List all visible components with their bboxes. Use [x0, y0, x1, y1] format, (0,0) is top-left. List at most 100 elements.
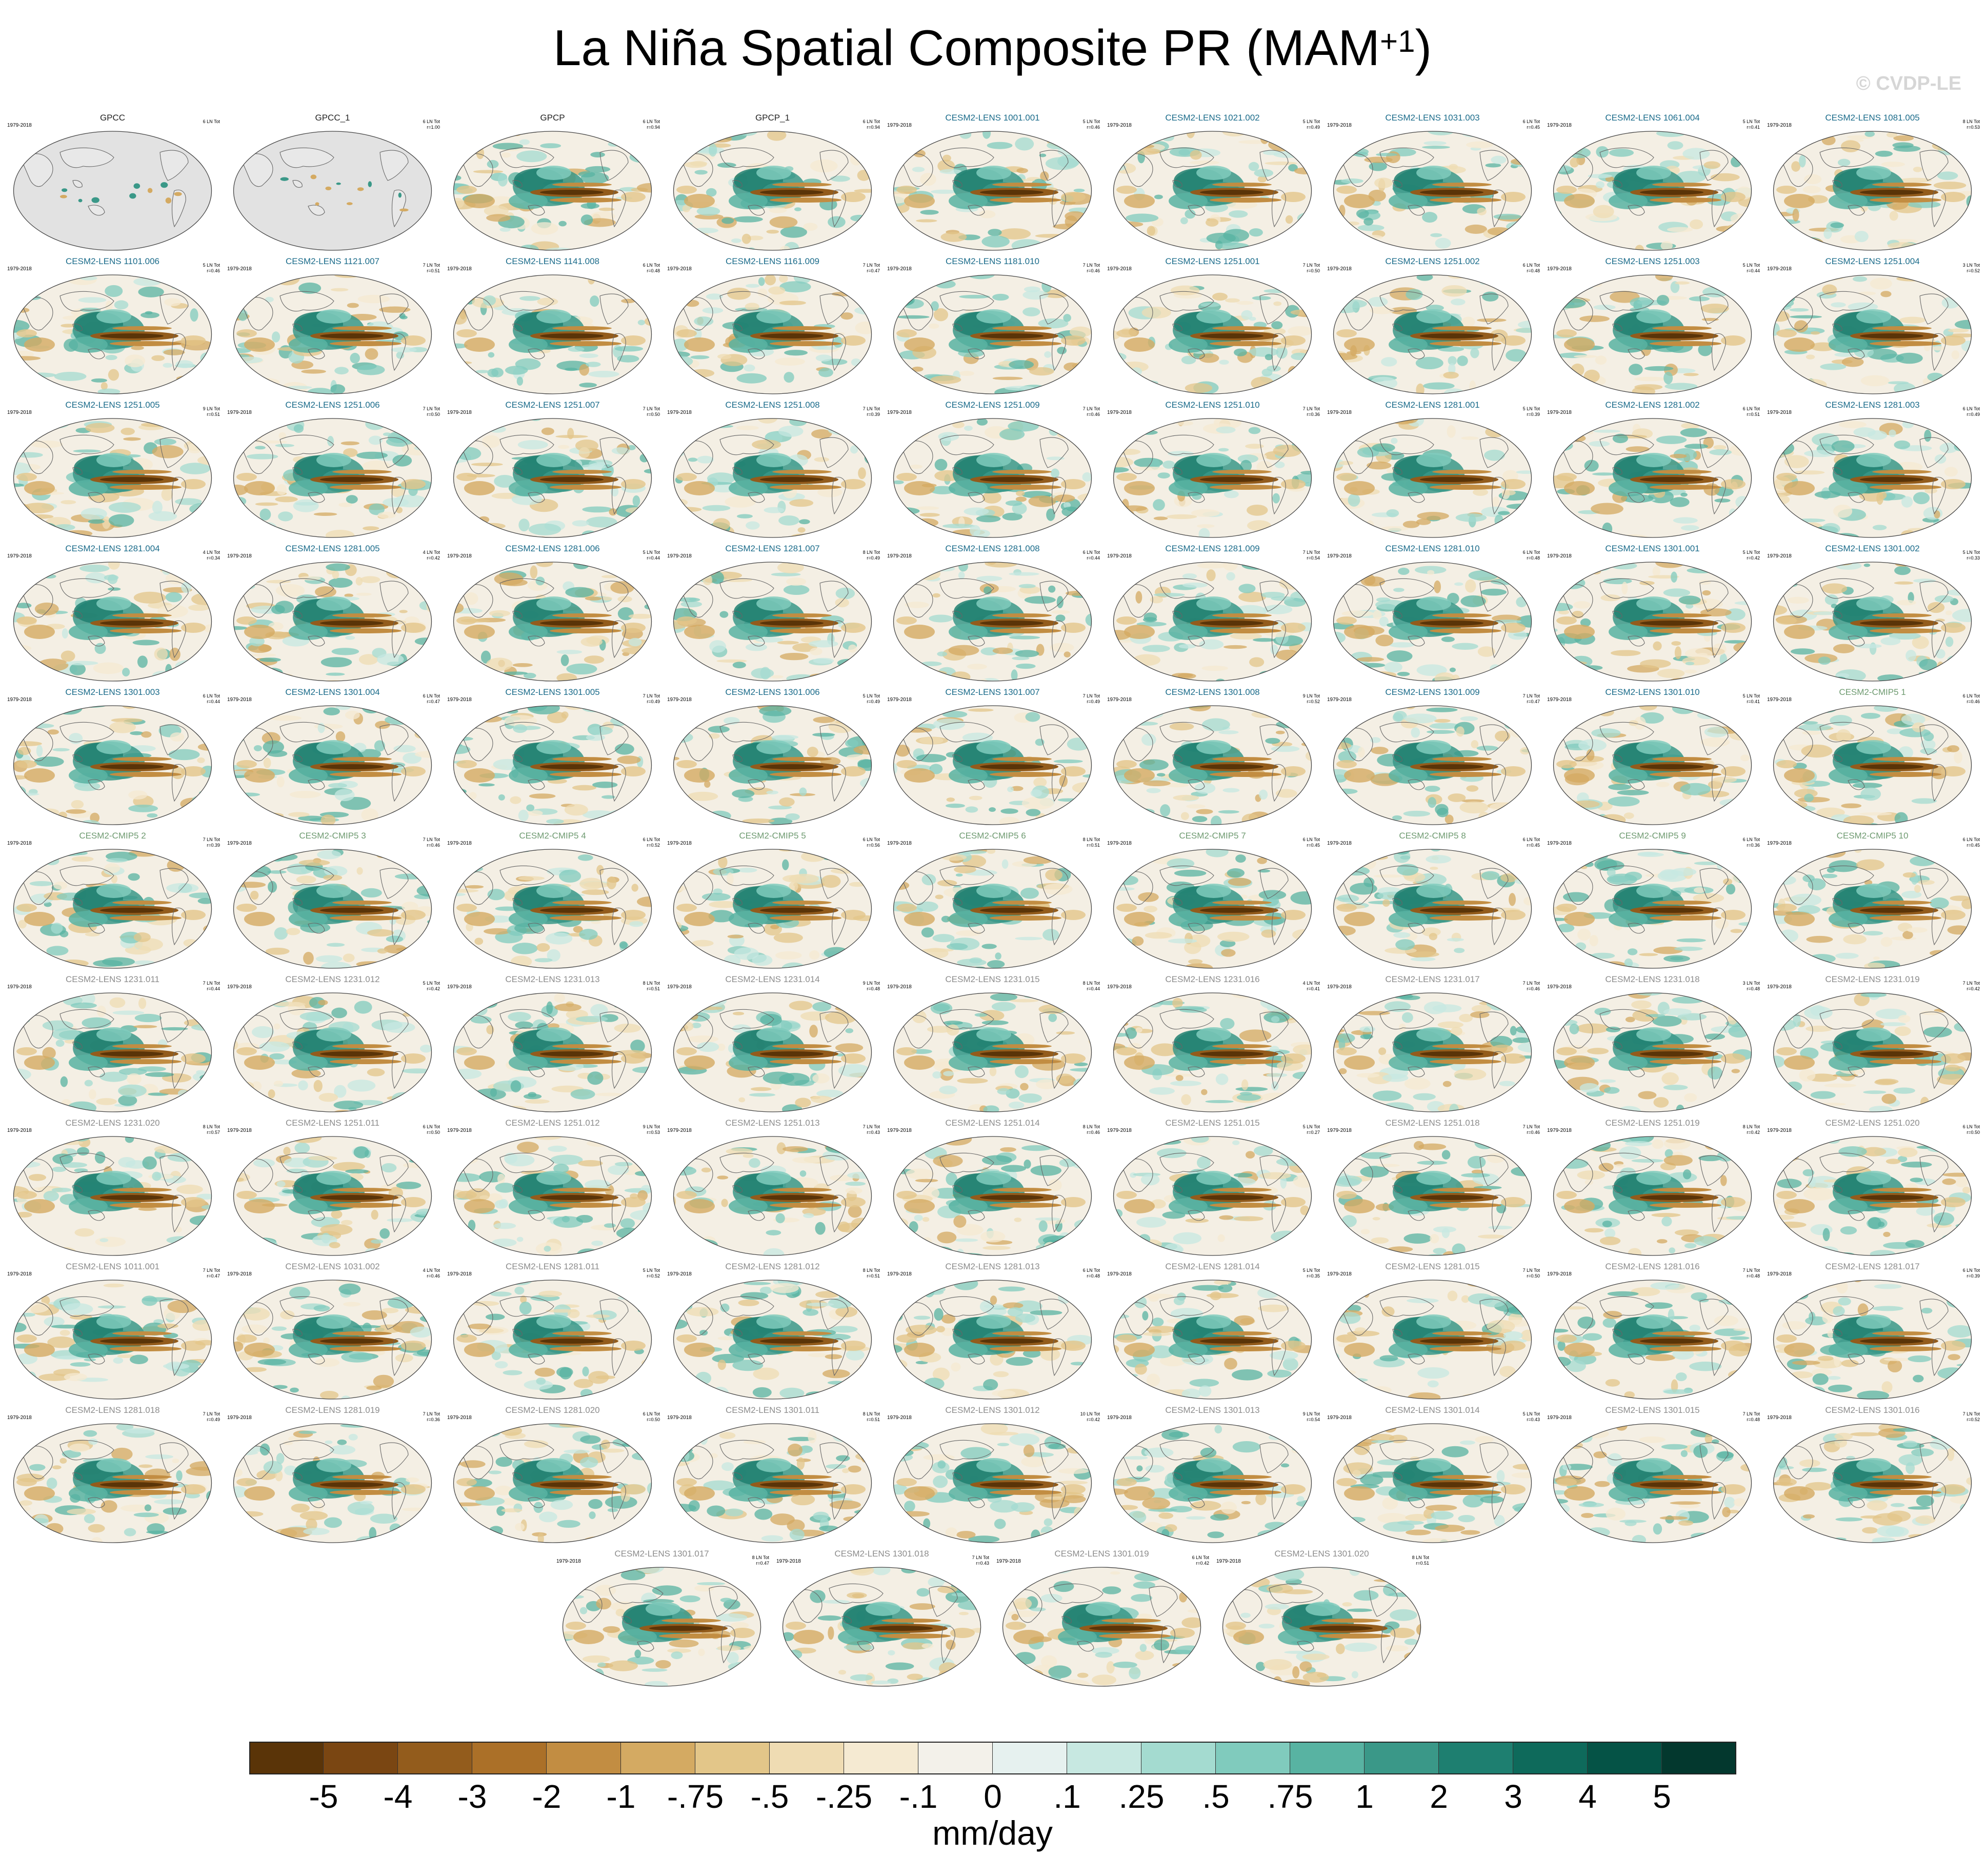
- panel-title: CESM2-LENS 1251.006: [285, 400, 380, 410]
- map-panel: CESM2-LENS 1231.011 1979-2018 7 LN Tot r=0.…: [3, 974, 222, 1118]
- map-panel: CESM2-LENS 1301.010 1979-2018 5 LN Tot r=0.…: [1543, 687, 1762, 831]
- pattern-correlation: r=0.46: [1087, 268, 1100, 273]
- colorbar-tick-label: -1: [606, 1778, 636, 1815]
- panel-years: 1979-2018: [227, 841, 252, 846]
- map-panel: CESM2-LENS 1121.007 1979-2018 7 LN Tot r=0.…: [223, 256, 442, 400]
- event-total: 7 LN Tot: [1082, 693, 1100, 698]
- pattern-correlation: r=0.49: [867, 699, 880, 704]
- panel-event-count: 3 LN Tot r=0.52: [1963, 263, 1980, 274]
- panel-event-count: 4 LN Tot r=0.41: [1303, 981, 1320, 992]
- panel-event-count: 5 LN Tot r=0.44: [643, 550, 660, 561]
- panel-event-count: 7 LN Tot r=0.50: [1523, 1268, 1540, 1279]
- map-panel: CESM2-LENS 1231.017 1979-2018 7 LN Tot r=0.…: [1323, 974, 1542, 1118]
- map-panel: CESM2-LENS 1281.010 1979-2018 6 LN Tot r=0.…: [1323, 544, 1542, 687]
- panel-event-count: 7 LN Tot r=0.43: [972, 1555, 989, 1566]
- panel-event-count: 6 LN Tot r=0.45: [1963, 837, 1980, 848]
- pattern-correlation: r=0.47: [207, 1273, 220, 1279]
- panel-years: 1979-2018: [1327, 123, 1352, 128]
- event-total: 5 LN Tot: [423, 981, 440, 986]
- panel-title: CESM2-CMIP5 6: [959, 831, 1026, 841]
- panel-years: 1979-2018: [1547, 266, 1572, 272]
- pattern-correlation: r=0.52: [1967, 268, 1980, 273]
- map-panel: CESM2-CMIP5 8 1979-2018 6 LN Tot r=0.45: [1323, 831, 1542, 974]
- world-map: [1553, 1280, 1752, 1400]
- event-total: 6 LN Tot: [643, 119, 660, 124]
- panel-years: 1979-2018: [7, 553, 32, 559]
- world-map: [1333, 274, 1532, 394]
- world-map: [1553, 131, 1752, 251]
- world-map: [673, 562, 872, 682]
- panel-title: CESM2-CMIP5 3: [299, 831, 366, 841]
- panel-title: CESM2-LENS 1301.009: [1385, 687, 1480, 697]
- world-map: [13, 705, 212, 825]
- panel-title: CESM2-LENS 1281.003: [1825, 400, 1920, 410]
- panel-event-count: 8 LN Tot r=0.51: [1083, 837, 1100, 848]
- world-map: [1773, 562, 1972, 682]
- panel-title: CESM2-LENS 1281.008: [945, 544, 1040, 553]
- map-panel: CESM2-LENS 1251.013 1979-2018 7 LN Tot r=0.…: [663, 1118, 882, 1262]
- event-total: 9 LN Tot: [1302, 1411, 1320, 1416]
- panel-years: 1979-2018: [1767, 1271, 1792, 1277]
- world-map: [1553, 705, 1752, 825]
- colorbar-tick-label: -.75: [667, 1778, 724, 1815]
- panel-event-count: 7 LN Tot r=0.46: [1083, 263, 1100, 274]
- panel-event-count: 4 LN Tot r=0.34: [203, 550, 220, 561]
- panel-event-count: 7 LN Tot r=0.50: [423, 406, 440, 417]
- panel-years: 1979-2018: [667, 266, 692, 272]
- event-total: 5 LN Tot: [1962, 550, 1980, 555]
- panel-years: 1979-2018: [1327, 1128, 1352, 1133]
- event-total: 8 LN Tot: [863, 550, 880, 555]
- panel-event-count: 8 LN Tot r=0.44: [1083, 981, 1100, 992]
- panel-event-count: 6 LN Tot r=0.50: [1963, 1124, 1980, 1135]
- panel-years: 1979-2018: [227, 1271, 252, 1277]
- panel-years: 1979-2018: [1107, 1415, 1132, 1421]
- panel-event-count: 6 LN Tot r=0.48: [1523, 263, 1540, 274]
- panel-event-count: 5 LN Tot r=0.44: [1743, 263, 1760, 274]
- pattern-correlation: r=0.50: [1527, 1273, 1540, 1279]
- panel-event-count: 3 LN Tot r=0.48: [1743, 981, 1760, 992]
- panel-title: CESM2-LENS 1251.020: [1825, 1118, 1920, 1128]
- panel-years: 1979-2018: [667, 1271, 692, 1277]
- world-map: [893, 849, 1092, 969]
- pattern-correlation: r=0.50: [427, 412, 440, 417]
- pattern-correlation: r=0.43: [867, 1130, 880, 1135]
- event-total: 8 LN Tot: [643, 981, 660, 986]
- map-panel: CESM2-LENS 1031.002 1979-2018 4 LN Tot r=0.…: [223, 1262, 442, 1405]
- panel-title: CESM2-CMIP5 1: [1839, 687, 1906, 697]
- pattern-correlation: r=0.51: [1087, 843, 1100, 848]
- world-map: [673, 992, 872, 1112]
- colorbar-tick-label: 5: [1653, 1778, 1671, 1815]
- title-superscript: +1: [1380, 24, 1415, 58]
- panel-years: 1979-2018: [887, 266, 912, 272]
- panel-title: CESM2-LENS 1031.003: [1385, 113, 1480, 123]
- panel-event-count: 8 LN Tot r=0.42: [1743, 1124, 1760, 1135]
- pattern-correlation: r=0.54: [1307, 555, 1320, 561]
- panel-years: 1979-2018: [887, 1415, 912, 1421]
- panel-title: CESM2-LENS 1281.020: [505, 1405, 600, 1415]
- map-panel: CESM2-LENS 1251.015 1979-2018 5 LN Tot r=0.…: [1103, 1118, 1322, 1262]
- map-panel: CESM2-LENS 1101.006 1979-2018 5 LN Tot r=0.…: [3, 256, 222, 400]
- pattern-correlation: r=0.49: [647, 699, 660, 704]
- event-total: 7 LN Tot: [863, 263, 880, 268]
- panel-event-count: 4 LN Tot r=0.42: [423, 550, 440, 561]
- event-total: 10 LN Tot: [1080, 1411, 1100, 1416]
- event-total: 3 LN Tot: [1742, 981, 1760, 986]
- panel-title: CESM2-LENS 1251.004: [1825, 256, 1920, 266]
- event-total: 5 LN Tot: [1522, 1411, 1540, 1416]
- pattern-correlation: r=0.48: [1527, 268, 1540, 273]
- event-total: 6 LN Tot: [1962, 1124, 1980, 1129]
- panel-title: CESM2-LENS 1301.008: [1165, 687, 1260, 697]
- event-total: 9 LN Tot: [643, 1124, 660, 1129]
- panel-event-count: 8 LN Tot r=0.47: [752, 1555, 769, 1566]
- world-map: [673, 1280, 872, 1400]
- pattern-correlation: r=0.46: [207, 268, 220, 273]
- map-panel: CESM2-LENS 1061.004 1979-2018 5 LN Tot r=0.…: [1543, 113, 1762, 256]
- event-total: 6 LN Tot: [1522, 550, 1540, 555]
- panel-event-count: 6 LN Tot r=0.48: [1083, 1268, 1100, 1279]
- panel-years: 1979-2018: [1767, 123, 1792, 128]
- colorbar-swatch: [695, 1742, 770, 1774]
- colorbar-tick-label: 1: [1355, 1778, 1374, 1815]
- panel-title: CESM2-LENS 1281.018: [65, 1405, 160, 1415]
- panel-title: CESM2-LENS 1251.001: [1165, 256, 1260, 266]
- map-panel: CESM2-LENS 1301.001 1979-2018 5 LN Tot r=0.…: [1543, 544, 1762, 687]
